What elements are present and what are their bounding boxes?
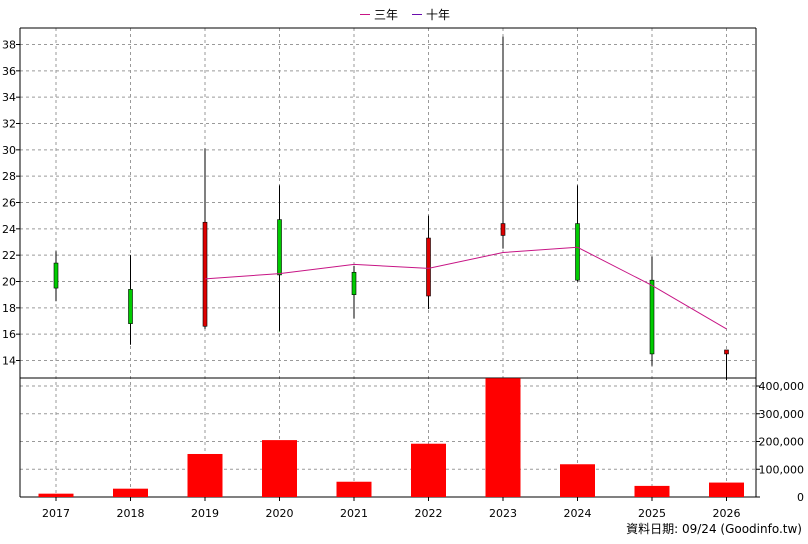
candle-body-2025 — [649, 279, 655, 355]
price-tick-label: 36 — [2, 65, 16, 78]
volume-bar-2021 — [336, 481, 372, 497]
price-tick-label: 32 — [2, 118, 16, 131]
x-tick-label: 2020 — [266, 507, 294, 520]
price-tick-label: 22 — [2, 249, 16, 262]
price-tick-label: 20 — [2, 276, 16, 289]
volume-bar-2023 — [485, 378, 521, 497]
x-axis: 2017 2018 2019 2020 2021 2022 2023 2024 2025 2026 — [42, 497, 741, 520]
price-tick-label: 30 — [2, 144, 16, 157]
volume-bar-2024 — [560, 464, 595, 497]
volume-bar-2017 — [38, 493, 74, 497]
candles — [53, 36, 729, 381]
candle-body-2017 — [53, 262, 59, 289]
price-tick-label: 16 — [2, 328, 16, 341]
volume-bar-2026 — [709, 482, 744, 497]
x-tick-label: 2018 — [117, 507, 145, 520]
x-tick-label: 2022 — [415, 507, 443, 520]
price-tick-label: 26 — [2, 197, 16, 210]
price-tick-label: 28 — [2, 170, 16, 183]
legend-swatch-three-year — [360, 14, 370, 15]
data-date-footer: 資料日期: 09/24 (Goodinfo.tw) — [626, 522, 802, 536]
volume-bar-2025 — [634, 485, 670, 497]
candle-body-2019 — [202, 221, 208, 327]
volume-axis: 0 100,000 200,000 300,000 400,000 — [756, 380, 804, 504]
volume-tick-label: 200,000 — [759, 436, 805, 449]
x-tick-label: 2024 — [564, 507, 592, 520]
candle-body-2020 — [277, 219, 282, 276]
moving-average-line — [204, 246, 727, 330]
price-tick-label: 24 — [2, 223, 16, 236]
x-tick-label: 2017 — [42, 507, 70, 520]
x-tick-label: 2026 — [713, 507, 741, 520]
x-tick-label: 2023 — [489, 507, 517, 520]
price-tick-label: 34 — [2, 91, 16, 104]
volume-tick-label: 100,000 — [759, 463, 805, 476]
price-axis: 14 16 18 20 22 24 26 28 30 32 34 36 38 — [2, 39, 20, 368]
candle-body-2026 — [724, 349, 729, 355]
price-tick-label: 18 — [2, 302, 16, 315]
candle-body-2018 — [128, 289, 133, 324]
volume-bar-2020 — [262, 440, 297, 497]
volume-tick-label: 0 — [797, 491, 804, 504]
legend-swatch-ten-year — [412, 14, 423, 15]
x-tick-label: 2025 — [638, 507, 666, 520]
legend-label-ten-year: 十年 — [426, 8, 451, 22]
candle-body-2021 — [351, 271, 357, 295]
x-tick-label: 2021 — [340, 507, 368, 520]
legend-item-ten-year: 十年 — [412, 6, 450, 23]
x-tick-label: 2019 — [191, 507, 219, 520]
legend-label-three-year: 三年 — [374, 8, 399, 22]
volume-tick-label: 400,000 — [759, 380, 805, 393]
legend-item-three-year: 三年 — [360, 6, 398, 23]
price-tick-label: 14 — [2, 355, 16, 368]
candle-body-2024 — [575, 223, 580, 281]
volume-bar-2022 — [411, 443, 446, 497]
candle-body-2022 — [426, 237, 431, 297]
chart-legend: 三年 十年 — [360, 6, 450, 23]
price-tick-label: 38 — [2, 39, 16, 52]
volume-bars — [38, 378, 744, 497]
volume-tick-label: 300,000 — [759, 408, 805, 421]
candle-body-2023 — [500, 223, 506, 236]
volume-bar-2019 — [187, 453, 223, 497]
volume-bar-2018 — [113, 488, 148, 497]
three-year-ma-polyline — [204, 246, 727, 330]
